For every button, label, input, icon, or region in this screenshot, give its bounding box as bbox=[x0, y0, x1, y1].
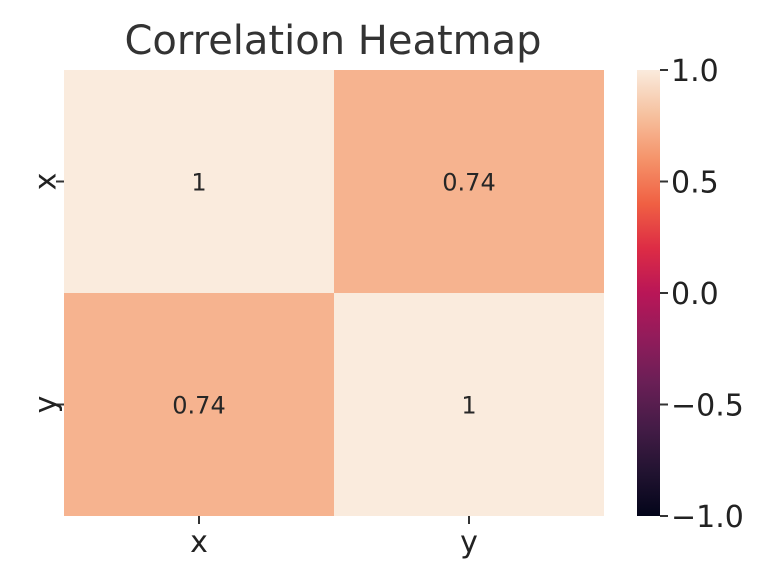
x-tick-label-x: x bbox=[190, 525, 208, 560]
colorbar-ticks: 1.0 0.5 0.0 −0.5 −1.0 bbox=[660, 54, 744, 535]
colorbar: 1.0 0.5 0.0 −0.5 −1.0 bbox=[637, 54, 744, 535]
chart-title: Correlation Heatmap bbox=[124, 18, 541, 64]
y-tick-label-y: y bbox=[29, 396, 64, 414]
heatmap-cell-y-y bbox=[334, 293, 604, 516]
cell-annotation-x-y: 0.74 bbox=[442, 169, 495, 197]
cell-annotation-y-y: 1 bbox=[461, 392, 476, 420]
y-tick-label-x: x bbox=[29, 173, 64, 191]
colorbar-tick-label-2: 0.0 bbox=[671, 277, 719, 312]
heatmap-cells bbox=[64, 70, 604, 516]
colorbar-tick-label-4: −1.0 bbox=[671, 500, 744, 535]
x-tick-label-y: y bbox=[460, 525, 478, 560]
colorbar-tick-label-1: 0.5 bbox=[671, 166, 719, 201]
colorbar-gradient bbox=[637, 70, 660, 516]
cell-annotation-y-x: 0.74 bbox=[172, 392, 225, 420]
heatmap-cell-x-y bbox=[334, 70, 604, 293]
cell-annotation-x-x: 1 bbox=[191, 169, 206, 197]
heatmap-cell-y-x bbox=[64, 293, 334, 516]
heatmap-cell-x-x bbox=[64, 70, 334, 293]
colorbar-tick-label-0: 1.0 bbox=[671, 54, 719, 89]
colorbar-tick-label-3: −0.5 bbox=[671, 389, 744, 424]
y-axis-ticks: xy bbox=[29, 173, 64, 414]
heatmap-annotations: 1 0.74 0.74 1 bbox=[172, 169, 495, 420]
